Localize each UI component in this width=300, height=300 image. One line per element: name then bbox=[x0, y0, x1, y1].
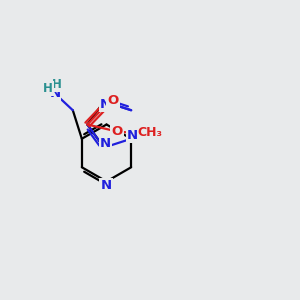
Text: CH₃: CH₃ bbox=[138, 126, 163, 140]
Text: H: H bbox=[52, 78, 61, 91]
Text: N: N bbox=[127, 129, 138, 142]
Text: N: N bbox=[100, 137, 111, 151]
Text: O: O bbox=[107, 94, 118, 107]
Text: O: O bbox=[111, 125, 123, 138]
Text: N: N bbox=[100, 178, 112, 192]
Text: H: H bbox=[43, 82, 52, 95]
Text: N: N bbox=[100, 98, 111, 111]
Text: N: N bbox=[49, 87, 60, 100]
